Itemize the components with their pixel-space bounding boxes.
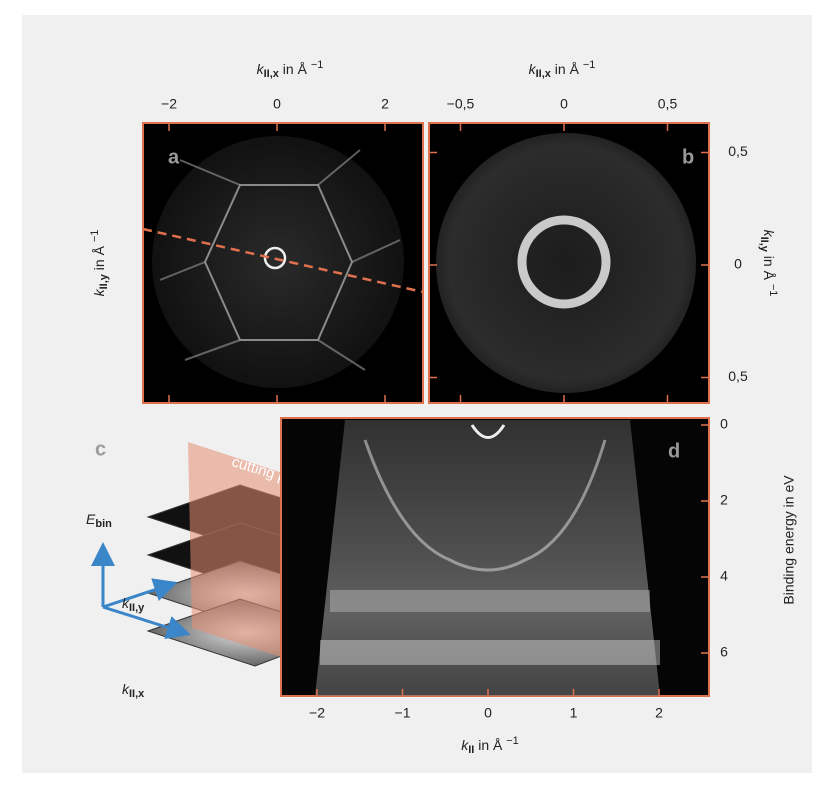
axis-label: kII,x in Å −1 [529,59,596,80]
center-ring [263,246,287,270]
panel-letter: c [95,438,106,460]
symbol: k [91,288,107,296]
photoemission-disk [152,136,404,388]
tick-label: −2 [161,96,177,112]
flat-band [320,640,660,665]
tick-label: −2 [309,705,325,721]
band-contours [159,149,401,371]
ky-arrow [102,578,178,609]
ky-axis-label: kII,y [122,595,145,614]
subscript: II,x [536,68,552,80]
unit: in Å [551,61,583,77]
band-feature [470,424,506,439]
tick-label: 0,5 [658,96,678,112]
subscript: bin [95,518,112,530]
unit: in Å [279,61,311,77]
intensity-region [315,420,660,696]
exponent: −1 [311,59,324,71]
subscript: II,y [129,602,145,614]
tick-label: 2 [655,705,663,721]
tick-label: 1 [570,705,578,721]
subscript: II,x [129,688,145,700]
panel-d: d [280,417,710,697]
subscript: II,y [758,237,770,253]
axis-label: kII in Å −1 [461,735,519,756]
symbol: k [529,61,537,77]
flat-band [330,590,650,612]
tick-label: 4 [720,568,728,584]
exponent: −1 [767,284,779,297]
exponent: −1 [583,59,596,71]
tick-label: 6 [720,644,728,660]
tick-label: 0 [720,416,728,432]
kx-arrow [102,605,191,639]
tick-label: 0 [734,256,742,272]
panel-b: b [428,122,710,404]
energy-axis-label: Ebin [86,511,112,530]
panel-letter: b [682,146,694,168]
kx-axis-label: kII,x [122,681,145,700]
tick-label: 0 [484,705,492,721]
symbol: k [122,681,130,697]
tick-label: −1 [395,705,411,721]
unit: in Å [761,252,777,284]
tick-label: 0,5 [728,368,748,384]
symbol: k [461,737,469,753]
exponent: −1 [506,735,519,747]
subscript: II,y [98,273,110,289]
tick-label: 2 [381,96,389,112]
subscript: II,x [264,68,280,80]
cutting-plane [188,442,305,665]
axis-label: kII,y in Å −1 [758,230,779,297]
panel-a: a [142,122,424,404]
subscript: II [468,744,474,756]
axis-label: kII,x in Å −1 [257,59,324,80]
band-feature [363,439,607,572]
photoemission-disk [436,133,696,393]
symbol: E [86,511,96,527]
tick-label: −0,5 [447,96,475,112]
symbol: k [122,595,130,611]
panel-letter: a [168,146,180,168]
tick-label: 2 [720,492,728,508]
axis-label: kII,y in Å −1 [89,230,110,297]
tick-label: 0 [560,96,568,112]
panel-letter: d [668,440,680,462]
ring-feature [517,215,611,309]
unit: in Å [91,242,107,274]
tick-label: 0 [273,96,281,112]
tick-label: 0,5 [728,143,748,159]
symbol: k [257,61,265,77]
axis-label: Binding energy in eV [781,475,797,605]
exponent: −1 [89,230,101,243]
cut-line [142,227,424,294]
symbol: k [761,230,777,238]
unit: in Å [474,737,506,753]
